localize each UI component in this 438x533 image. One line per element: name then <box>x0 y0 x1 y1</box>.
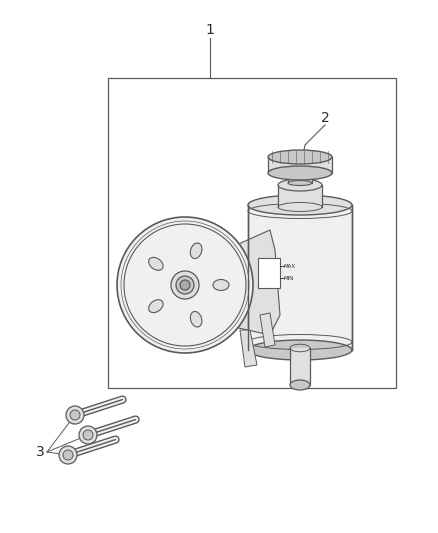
Ellipse shape <box>248 195 352 215</box>
Ellipse shape <box>248 340 352 360</box>
Ellipse shape <box>191 243 202 259</box>
Text: MIN: MIN <box>284 276 294 280</box>
Ellipse shape <box>191 311 202 327</box>
Ellipse shape <box>148 257 163 270</box>
Polygon shape <box>268 157 332 173</box>
Circle shape <box>176 276 194 294</box>
Text: 2: 2 <box>321 111 329 125</box>
Ellipse shape <box>288 181 312 185</box>
Circle shape <box>83 430 93 440</box>
Ellipse shape <box>213 279 229 290</box>
Polygon shape <box>288 173 312 183</box>
Ellipse shape <box>148 300 163 313</box>
Bar <box>108 78 396 388</box>
Polygon shape <box>240 330 257 367</box>
Circle shape <box>171 271 199 299</box>
Circle shape <box>180 280 190 290</box>
Text: 3: 3 <box>35 445 44 459</box>
Ellipse shape <box>290 380 310 390</box>
Ellipse shape <box>268 166 332 180</box>
Circle shape <box>79 426 97 444</box>
Circle shape <box>70 410 80 420</box>
Circle shape <box>66 406 84 424</box>
Circle shape <box>59 446 77 464</box>
Circle shape <box>117 217 253 353</box>
Polygon shape <box>248 205 352 350</box>
Circle shape <box>63 450 73 460</box>
Ellipse shape <box>268 150 332 164</box>
Polygon shape <box>260 313 275 347</box>
Polygon shape <box>278 185 322 207</box>
Bar <box>258 258 280 288</box>
Text: MAX: MAX <box>284 263 296 269</box>
Polygon shape <box>290 348 310 385</box>
Text: 1: 1 <box>205 23 215 37</box>
Ellipse shape <box>278 179 322 191</box>
Polygon shape <box>225 230 280 335</box>
